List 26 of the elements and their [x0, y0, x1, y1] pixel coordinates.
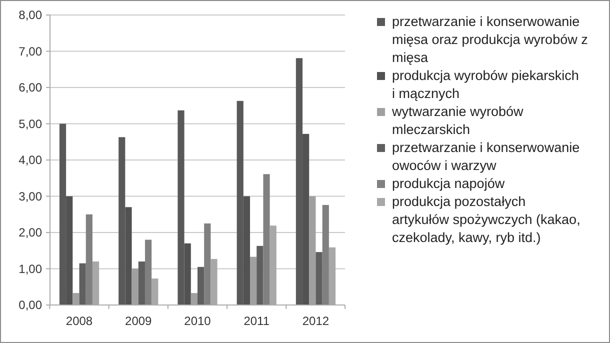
y-tick-label: 5,00	[18, 116, 42, 131]
legend-label: produkcja pozostałych artykułów spożywczych (kakao, czekolady, kawy, ryb itd.)	[392, 194, 580, 245]
y-tick-label: 2,00	[18, 226, 42, 240]
y-tick-label: 7,00	[18, 44, 42, 58]
bar	[316, 252, 322, 305]
bar	[256, 246, 264, 305]
y-tick-label: 4,00	[18, 153, 42, 168]
bar	[263, 174, 270, 305]
bar	[86, 214, 92, 305]
bar	[79, 263, 86, 305]
bar	[138, 262, 145, 305]
y-tick-label: 3,00	[18, 189, 42, 204]
bar	[322, 204, 329, 305]
y-tick-label: 8,00	[18, 8, 42, 22]
x-tick-label: 2010	[184, 314, 212, 328]
y-tick-label: 0,00	[18, 298, 42, 312]
x-tick-label: 2008	[66, 314, 93, 328]
y-tick-label: 1,00	[18, 262, 42, 276]
legend-label: produkcja napojów	[392, 176, 505, 191]
bar	[198, 266, 204, 305]
y-tick-label: 6,00	[18, 80, 42, 95]
bar	[204, 223, 211, 305]
x-tick-label: 2011	[244, 314, 270, 328]
x-tick-label: 2012	[302, 314, 330, 328]
bar	[144, 240, 152, 305]
x-tick-label: 2009	[125, 314, 152, 328]
